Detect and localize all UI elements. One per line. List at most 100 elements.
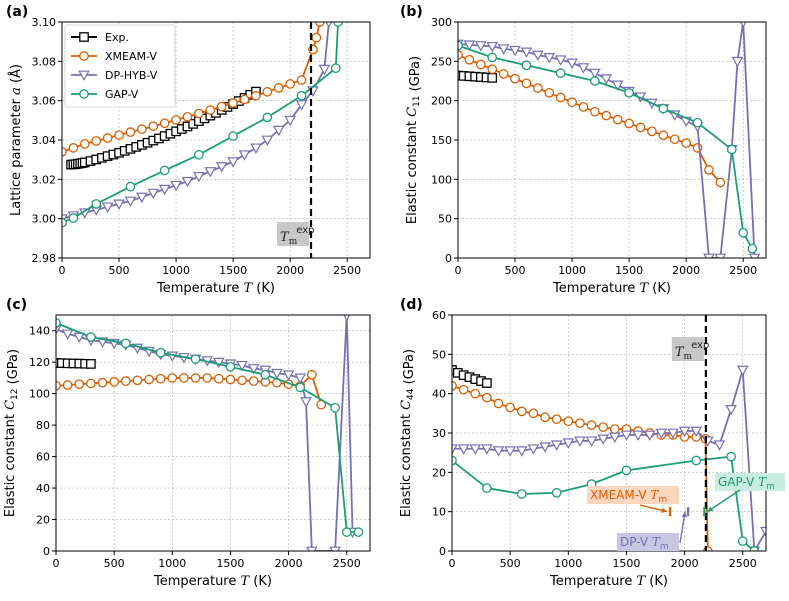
plot-frame	[55, 314, 371, 552]
svg-text:Temperature T (K): Temperature T (K)	[552, 281, 671, 296]
y-tick-label: 0	[43, 545, 50, 558]
data-point-xmeam	[516, 406, 527, 417]
data-point-xmeam	[578, 102, 589, 112]
y-tick-label: 100	[29, 388, 50, 401]
series-line-dp	[56, 315, 354, 551]
legend-marker	[79, 51, 89, 61]
data-point-xmeam	[109, 377, 119, 387]
data-point-gap	[692, 117, 703, 128]
x-tick-label: 1000	[554, 557, 582, 570]
data-point-dp	[158, 184, 171, 196]
data-point-gap	[330, 63, 341, 74]
data-point-dp	[585, 436, 598, 447]
series-line-gap	[452, 455, 755, 551]
y-tick-label: 50	[438, 213, 452, 226]
data-point-xmeam	[487, 64, 498, 75]
data-point-xmeam	[307, 369, 317, 380]
data-point-gap	[91, 199, 102, 209]
data-point-dp	[611, 80, 624, 91]
data-point-xmeam	[521, 78, 532, 89]
x-tick-label: 1000	[558, 264, 586, 277]
melting-label-bg	[671, 337, 704, 361]
data-point-xmeam	[56, 380, 61, 391]
tm-annotation-box	[587, 486, 679, 504]
data-point-gap	[737, 536, 748, 547]
data-point-gap	[190, 354, 201, 364]
data-point-gap	[333, 22, 343, 27]
data-point-xmeam	[681, 138, 691, 148]
data-point-xmeam	[314, 22, 325, 27]
legend-marker	[79, 32, 89, 42]
data-point-dp	[550, 440, 563, 451]
data-point-xmeam	[624, 118, 634, 129]
data-point-gap	[86, 332, 96, 342]
tm-arrow-head	[661, 507, 668, 513]
data-point-dp	[261, 135, 274, 147]
data-point-dp	[690, 426, 703, 438]
y-tick-label: 0	[445, 252, 452, 265]
data-point-xmeam	[609, 424, 620, 434]
data-point-dp	[577, 63, 590, 74]
series-line-gap	[56, 322, 359, 534]
panel-letter: (d)	[400, 297, 423, 313]
panel-c: (c) 0 500 1000 1500 2000 2500 0 20 40 60 80 100 120 14…	[3, 297, 371, 589]
data-point-xmeam	[612, 114, 623, 125]
data-point-xmeam	[551, 414, 562, 425]
data-point-gap	[521, 60, 532, 71]
data-point-dp	[667, 428, 679, 440]
y-axis-label: Elastic constant C44 (GPa)	[399, 349, 417, 517]
x-tick-label: 1000	[158, 557, 186, 570]
svg-text:Temperature T (K): Temperature T (K)	[549, 574, 668, 589]
y-tick-label: 2.98	[32, 252, 57, 265]
x-axis-label: Temperature T (K)	[552, 281, 671, 296]
y-tick-label: 120	[29, 356, 50, 369]
y-axis-label: Elastic constant C11 (GPa)	[405, 56, 423, 224]
plot-frame	[451, 314, 767, 552]
data-point-gap	[590, 76, 600, 86]
data-point-xmeam	[190, 373, 201, 383]
data-point-xmeam	[510, 73, 520, 84]
plot-frame	[457, 21, 767, 259]
data-point-xmeam	[586, 420, 597, 430]
data-point-xmeam	[251, 90, 261, 101]
data-point-xmeam	[91, 136, 102, 146]
data-point-dp	[469, 444, 482, 455]
legend-label: XMEAM-V	[105, 50, 157, 63]
data-point-dp	[329, 546, 341, 551]
data-point-xmeam	[311, 32, 322, 43]
data-point-xmeam	[296, 75, 307, 85]
data-point-xmeam	[74, 379, 85, 390]
legend-marker	[79, 89, 89, 99]
data-point-dp	[181, 176, 194, 188]
data-point-xmeam	[68, 143, 79, 153]
data-point-dp	[193, 171, 205, 183]
data-point-gap	[262, 112, 273, 123]
data-point-dp	[250, 143, 262, 154]
legend-entry-gap: GAP-V	[71, 88, 139, 101]
data-point-xmeam	[635, 122, 646, 133]
data-point-xmeam	[715, 177, 726, 188]
data-point-gap	[125, 181, 136, 192]
data-point-dp	[731, 56, 744, 68]
data-point-gap	[68, 213, 79, 223]
data-point-dp	[562, 438, 575, 449]
data-point-gap	[341, 527, 352, 537]
data-point-xmeam	[237, 375, 247, 386]
y-tick-label: 140	[29, 325, 50, 338]
data-point-dp	[527, 444, 540, 455]
svg-text:Temperature T (K): Temperature T (K)	[156, 281, 275, 296]
data-point-dp	[212, 357, 225, 369]
data-point-xmeam	[167, 373, 178, 383]
data-point-dp	[597, 434, 610, 445]
data-point-gap	[551, 487, 562, 498]
svg-text:Elastic constant C44 (GPa): Elastic constant C44 (GPa)	[399, 349, 417, 517]
melting-label-bg	[277, 222, 310, 246]
y-tick-label: 3.10	[32, 16, 57, 29]
data-point-gap	[120, 338, 131, 349]
data-point-xmeam	[262, 86, 273, 97]
data-point-xmeam	[62, 380, 73, 390]
x-tick-label: 500	[500, 557, 521, 570]
data-point-gap	[225, 362, 236, 372]
x-tick-label: 2500	[729, 264, 757, 277]
